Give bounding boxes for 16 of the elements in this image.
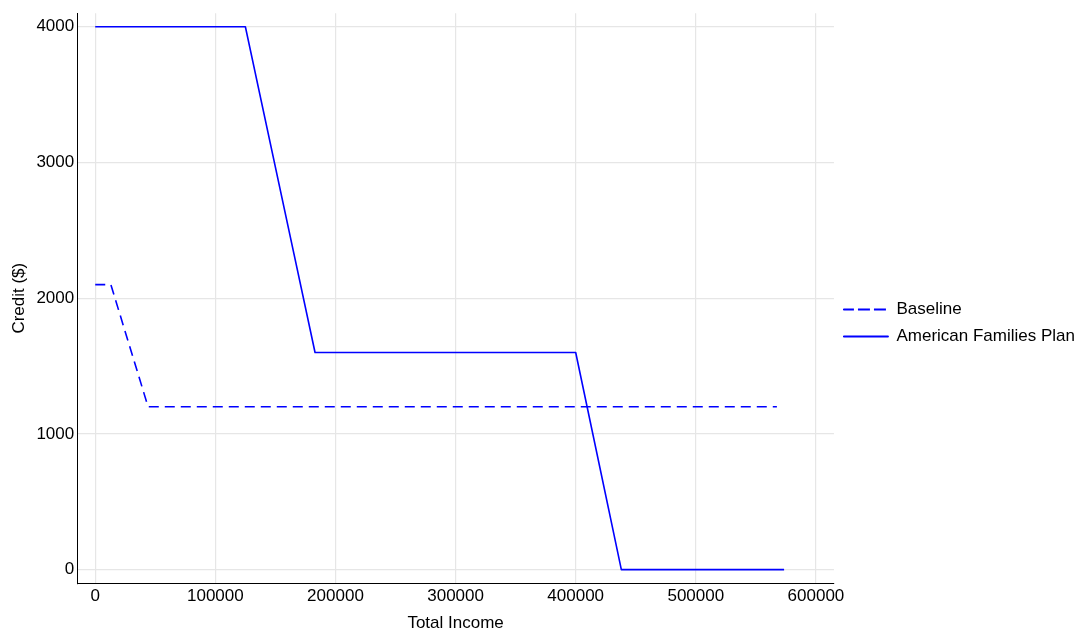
legend-label: American Families Plan [896, 326, 1075, 346]
x-tick-label: 600000 [787, 586, 845, 606]
x-tick-label: 500000 [667, 586, 725, 606]
legend-label: Baseline [896, 299, 962, 319]
x-tick-label: 300000 [427, 586, 484, 606]
y-tick-label: 0 [64, 559, 75, 579]
y-tick-label: 4000 [36, 16, 75, 36]
y-tick-label: 1000 [36, 423, 75, 443]
x-tick-label: 400000 [547, 586, 605, 606]
x-axis-title: Total Income [407, 613, 504, 633]
y-axis-title: Credit ($) [8, 262, 28, 334]
x-tick-label: 0 [90, 586, 100, 606]
y-tick-label: 2000 [36, 287, 75, 307]
x-tick-label: 200000 [307, 586, 364, 606]
y-tick-label: 3000 [36, 152, 75, 172]
x-tick-label: 100000 [186, 586, 244, 606]
